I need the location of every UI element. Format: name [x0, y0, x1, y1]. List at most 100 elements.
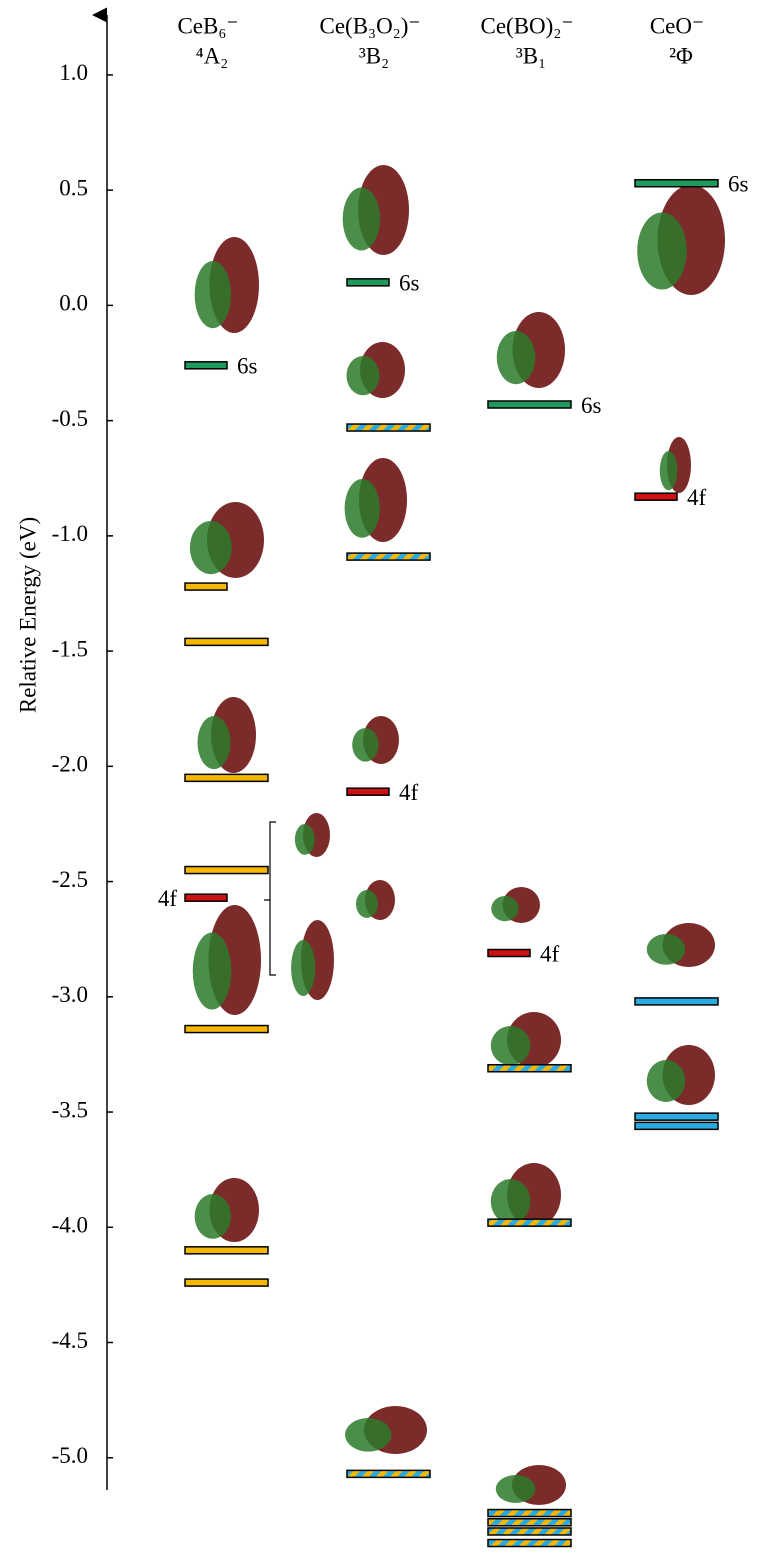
orbital-lobe [660, 451, 678, 490]
energy-level [185, 867, 268, 874]
state-label: ⁴A₂ [196, 43, 229, 68]
orbital-lobe [345, 479, 380, 538]
y-tick-label: -5.0 [52, 1443, 88, 1468]
level-label: 4f [540, 941, 560, 966]
level-label: 6s [728, 172, 749, 197]
energy-level [347, 1470, 430, 1477]
y-tick-label: 0.0 [59, 291, 88, 316]
orbital-image [491, 887, 540, 923]
y-tick-label: -1.5 [52, 636, 88, 661]
orbital-image [190, 502, 264, 578]
orbital-lobe [198, 716, 231, 769]
energy-level [347, 424, 430, 431]
energy-level [185, 583, 227, 590]
orbital-lobe [647, 1060, 686, 1102]
y-tick-label: -1.0 [52, 521, 88, 546]
orbital-image [647, 923, 715, 967]
y-tick-label: -0.5 [52, 406, 88, 431]
level-label: 4f [158, 886, 178, 911]
orbital-image [347, 342, 406, 398]
energy-level [185, 1279, 268, 1286]
orbital-image [343, 165, 409, 255]
orbital-image [491, 1163, 561, 1227]
energy-level [635, 1122, 718, 1129]
y-tick-label: 1.0 [59, 60, 88, 85]
orbital-lobe [347, 356, 380, 395]
energy-level [185, 1247, 268, 1254]
energy-level [185, 774, 268, 781]
orbital-lobe [491, 896, 519, 921]
column-title: Ce(BO)₂⁻ [481, 13, 574, 38]
orbital-image [491, 1012, 561, 1068]
orbital-image [497, 312, 565, 388]
orbital-lobe [193, 933, 232, 1010]
orbital-lobe [491, 1179, 531, 1224]
energy-level [488, 1528, 571, 1535]
column-title: CeB₆⁻ [177, 13, 238, 38]
orbital-lobe [291, 940, 315, 996]
orbital-image [198, 697, 257, 773]
column-title: CeO⁻ [650, 13, 704, 38]
orbital-image [647, 1045, 715, 1105]
orbital-image [295, 813, 330, 857]
orbital-lobe [637, 213, 687, 290]
orbital-image [291, 920, 334, 1000]
orbital-image [195, 237, 259, 333]
y-tick-label: 0.5 [59, 175, 88, 200]
orbital-lobe [496, 1475, 536, 1503]
orbital-image [195, 1178, 259, 1242]
column-title: Ce(B₃O₂)⁻ [320, 13, 421, 38]
state-label: ²Φ [669, 43, 693, 68]
orbital-lobe [295, 824, 315, 855]
orbital-lobe [345, 1418, 391, 1452]
energy-level [185, 1026, 268, 1033]
energy-level [185, 894, 227, 901]
level-label: 6s [237, 354, 258, 379]
chart: Relative Energy (eV) 1.0 0.5 0.0 -0.5 -1.0 -1… [0, 0, 767, 1553]
bracket [264, 822, 276, 975]
orbital-image [356, 880, 395, 920]
page: Relative Energy (eV) 1.0 0.5 0.0 -0.5 -1.0 -1… [0, 0, 767, 1553]
level-label: 6s [399, 271, 420, 296]
energy-level [488, 1510, 571, 1517]
level-label: 4f [399, 780, 419, 805]
orbital-lobe [491, 1026, 531, 1065]
energy-level [635, 493, 677, 500]
level-label: 6s [581, 393, 602, 418]
y-tick-label: -4.0 [52, 1213, 88, 1238]
orbital-image [637, 185, 725, 295]
energy-level [347, 279, 389, 286]
energy-level [635, 1113, 718, 1120]
orbital-lobe [190, 521, 232, 574]
energy-level [488, 1540, 571, 1547]
y-tick-label: -2.0 [52, 752, 88, 777]
energy-level [488, 950, 530, 957]
orbital-lobe [195, 1194, 231, 1239]
orbital-lobe [195, 261, 231, 328]
y-tick-label: -3.5 [52, 1097, 88, 1122]
orbital-lobe [497, 331, 536, 384]
energy-level [185, 638, 268, 645]
orbital-lobe [343, 188, 380, 251]
orbital-image [345, 458, 407, 542]
orbital-image [352, 716, 399, 764]
energy-level [488, 1219, 571, 1226]
state-label: ³B₂ [359, 43, 389, 68]
y-tick-label: -3.0 [52, 982, 88, 1007]
orbital-lobe [647, 934, 686, 965]
energy-level [488, 401, 571, 408]
y-tick-label: -2.5 [52, 867, 88, 892]
orbital-image [193, 905, 261, 1015]
level-label: 4f [687, 485, 707, 510]
energy-level [488, 1065, 571, 1072]
energy-level [635, 180, 718, 187]
energy-level [347, 788, 389, 795]
y-axis-title: Relative Energy (eV) [15, 517, 40, 713]
state-label: ³B₁ [516, 43, 546, 68]
energy-level [347, 553, 430, 560]
energy-level [185, 362, 227, 369]
y-tick-label: -4.5 [52, 1328, 88, 1353]
energy-level [635, 998, 718, 1005]
energy-level [488, 1519, 571, 1526]
orbital-lobe [356, 890, 378, 918]
